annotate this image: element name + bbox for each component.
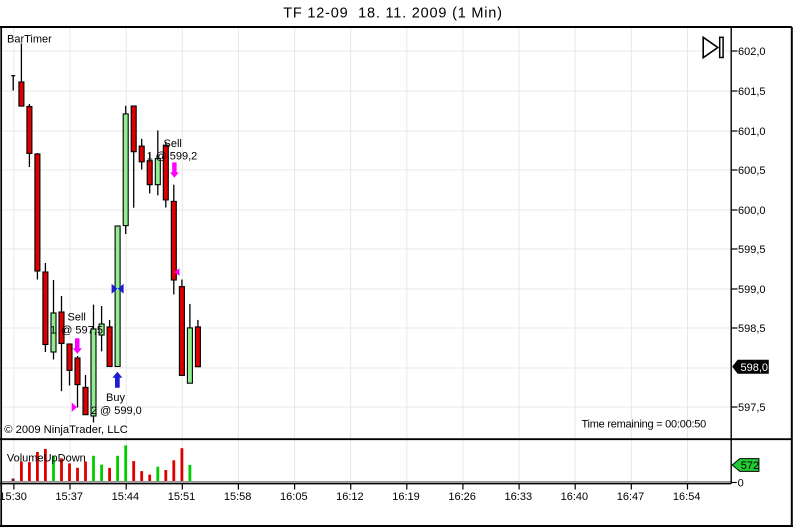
svg-text:597,5: 597,5 bbox=[738, 402, 766, 414]
svg-text:1: 1 bbox=[50, 325, 56, 337]
svg-text:Sell: Sell bbox=[68, 312, 86, 324]
svg-text:15:37: 15:37 bbox=[55, 491, 83, 503]
svg-text:601,5: 601,5 bbox=[738, 86, 766, 98]
svg-text:BarTimer: BarTimer bbox=[7, 34, 52, 46]
svg-text:598,0: 598,0 bbox=[741, 362, 769, 374]
svg-text:602,0: 602,0 bbox=[738, 46, 766, 58]
svg-text:15:30: 15:30 bbox=[0, 491, 27, 503]
svg-text:15:58: 15:58 bbox=[224, 491, 252, 503]
svg-text:16:26: 16:26 bbox=[448, 491, 476, 503]
svg-text:Buy: Buy bbox=[106, 392, 125, 404]
svg-text:TF 12-09 18. 11. 2009 (1 Min): TF 12-09 18. 11. 2009 (1 Min) bbox=[283, 6, 503, 22]
svg-text:© 2009 NinjaTrader, LLC: © 2009 NinjaTrader, LLC bbox=[4, 424, 128, 436]
svg-text:16:05: 16:05 bbox=[280, 491, 308, 503]
svg-text:15:51: 15:51 bbox=[168, 491, 196, 503]
svg-text:15:44: 15:44 bbox=[112, 491, 140, 503]
svg-text:@ 599,2: @ 599,2 bbox=[156, 151, 198, 163]
svg-text:599,5: 599,5 bbox=[738, 244, 766, 256]
svg-text:@ 597,5: @ 597,5 bbox=[61, 325, 103, 337]
svg-text:599,0: 599,0 bbox=[738, 284, 766, 296]
svg-text:598,5: 598,5 bbox=[738, 323, 766, 335]
svg-text:Sell: Sell bbox=[164, 138, 182, 150]
svg-text:VolumeUpDown: VolumeUpDown bbox=[7, 453, 86, 465]
svg-text:600,0: 600,0 bbox=[738, 205, 766, 217]
svg-text:Time remaining = 00:00:50: Time remaining = 00:00:50 bbox=[582, 419, 707, 431]
svg-text:1: 1 bbox=[147, 151, 153, 163]
svg-text:600,5: 600,5 bbox=[738, 165, 766, 177]
svg-text:16:19: 16:19 bbox=[392, 491, 420, 503]
svg-text:16:54: 16:54 bbox=[673, 491, 701, 503]
svg-text:572: 572 bbox=[741, 460, 759, 472]
svg-text:16:12: 16:12 bbox=[336, 491, 364, 503]
svg-text:16:47: 16:47 bbox=[617, 491, 645, 503]
svg-text:16:33: 16:33 bbox=[505, 491, 533, 503]
svg-text:16:40: 16:40 bbox=[561, 491, 589, 503]
svg-text:0: 0 bbox=[738, 478, 744, 490]
svg-text:@ 599,0: @ 599,0 bbox=[100, 405, 142, 417]
svg-text:601,0: 601,0 bbox=[738, 126, 766, 138]
svg-text:2: 2 bbox=[91, 405, 97, 417]
